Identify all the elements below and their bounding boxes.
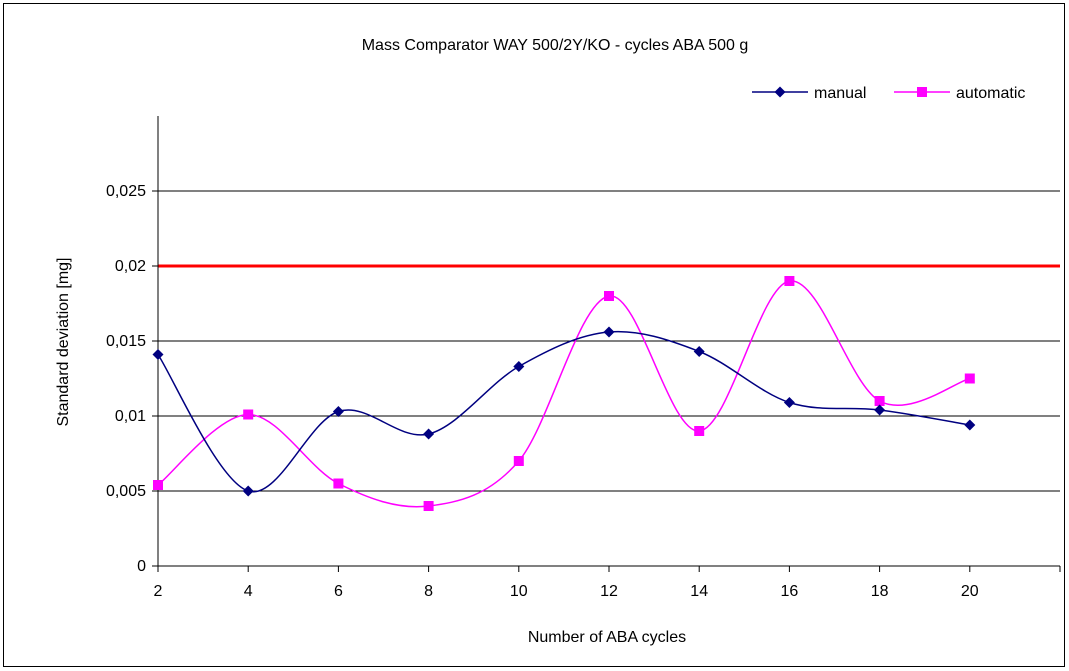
chart-frame bbox=[3, 3, 1065, 667]
y-tick-label: 0,025 bbox=[106, 183, 146, 200]
x-tick-label: 16 bbox=[781, 583, 799, 600]
y-tick-label: 0,01 bbox=[115, 408, 146, 425]
x-tick-label: 2 bbox=[154, 583, 163, 600]
data-point-automatic bbox=[513, 456, 524, 466]
series-line-automatic bbox=[157, 280, 971, 508]
data-point-manual bbox=[423, 428, 435, 440]
data-point-manual bbox=[242, 485, 254, 497]
data-point-automatic bbox=[604, 291, 614, 301]
legend-label-manual: manual bbox=[814, 85, 866, 102]
data-point-manual bbox=[783, 397, 795, 408]
data-point-automatic bbox=[423, 501, 434, 511]
legend: manual automatic bbox=[752, 85, 1025, 102]
data-point-manual bbox=[603, 326, 615, 338]
x-tick-label: 4 bbox=[244, 583, 253, 600]
y-axis-label: Standard deviation [mg] bbox=[55, 258, 72, 427]
x-ticks: 2 4 6 8 10 12 14 16 18 20 bbox=[154, 566, 1061, 600]
y-ticks: 0 0,005 0,01 0,015 0,02 0,025 bbox=[106, 183, 158, 575]
x-axis-label: Number of ABA cycles bbox=[528, 629, 686, 646]
chart-title: Mass Comparator WAY 500/2Y/KO - cycles A… bbox=[362, 37, 749, 54]
legend-marker-manual bbox=[774, 86, 786, 98]
gridlines bbox=[158, 190, 1060, 492]
x-tick-label: 6 bbox=[334, 583, 343, 600]
x-tick-label: 20 bbox=[961, 583, 979, 600]
data-point-automatic bbox=[333, 478, 344, 489]
y-tick-label: 0,005 bbox=[106, 483, 146, 500]
x-tick-label: 8 bbox=[424, 583, 433, 600]
data-point-automatic bbox=[243, 409, 254, 420]
data-point-automatic bbox=[784, 276, 795, 286]
data-point-manual bbox=[964, 419, 976, 431]
series-group bbox=[152, 276, 976, 511]
x-tick-label: 18 bbox=[871, 583, 889, 600]
data-point-automatic bbox=[153, 480, 163, 490]
x-tick-label: 14 bbox=[690, 583, 708, 600]
data-point-manual bbox=[513, 361, 525, 372]
data-point-manual bbox=[152, 349, 164, 360]
data-point-automatic bbox=[874, 396, 885, 406]
data-point-manual bbox=[693, 346, 705, 357]
data-point-manual bbox=[874, 404, 886, 416]
data-point-manual bbox=[332, 406, 344, 417]
x-tick-label: 10 bbox=[510, 583, 528, 600]
legend-marker-automatic bbox=[917, 87, 927, 97]
y-tick-label: 0 bbox=[137, 558, 146, 575]
y-tick-label: 0,015 bbox=[106, 333, 146, 350]
data-point-automatic bbox=[694, 426, 705, 436]
x-tick-label: 12 bbox=[600, 583, 618, 600]
series-line-manual bbox=[157, 330, 970, 493]
y-tick-label: 0,02 bbox=[115, 258, 146, 275]
legend-label-automatic: automatic bbox=[956, 85, 1025, 102]
data-point-automatic bbox=[964, 373, 975, 384]
